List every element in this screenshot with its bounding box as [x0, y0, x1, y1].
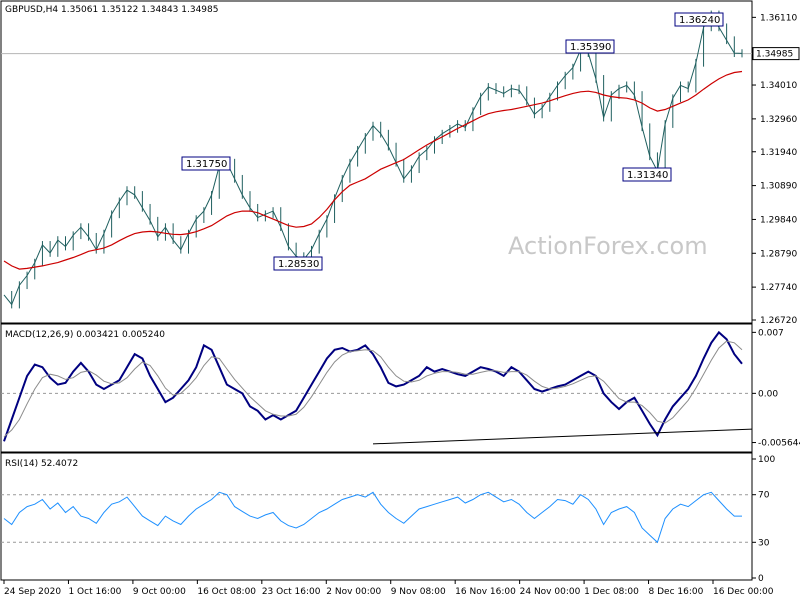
- rsi-y-axis: 100 70 30 0: [1, 455, 775, 584]
- price-y-tick-label: 1.27740: [760, 283, 797, 293]
- price-callout-box: [674, 12, 724, 27]
- x-axis: 24 Sep 2020 1 Oct 16:00 9 Oct 00:00 16 Oct …: [3, 580, 774, 597]
- x-tick-label: 24 Sep 2020: [4, 587, 61, 597]
- macd-y-tick-label: 0.00: [758, 389, 778, 399]
- price-y-tick-label: 1.26720: [760, 316, 797, 326]
- x-tick-label: 23 Oct 16:00: [262, 587, 321, 597]
- rsi-y-tick-label: 100: [758, 455, 775, 465]
- current-price-line: 1.34985: [1, 47, 800, 61]
- macd-y-tick-label: 0.007: [758, 328, 784, 338]
- macd-y-axis: 0.007 0.00 -0.005644: [1, 328, 800, 449]
- macd-signal-line: [3, 340, 743, 438]
- price-callout-label: 1.31750: [186, 159, 227, 170]
- rsi-line: [3, 491, 742, 544]
- price-line: [3, 13, 743, 306]
- macd-trendline: [372, 428, 753, 445]
- price-panel-frame: [0, 0, 753, 324]
- x-tick-label: 9 Oct 00:00: [133, 587, 186, 597]
- price-callouts: 1.31750 1.28530 1.35390 1.36240 1.31340: [181, 12, 724, 271]
- price-y-tick-label: 1.30890: [760, 182, 797, 192]
- price-y-tick-label: 1.29840: [760, 215, 797, 225]
- x-tick-label: 16 Oct 08:00: [197, 587, 256, 597]
- price-y-tick-label: 1.36110: [760, 13, 797, 23]
- price-series-group: [3, 10, 743, 309]
- current-price-tag: [752, 47, 800, 61]
- price-callout-label: 1.36240: [679, 15, 720, 26]
- x-tick-label: 1 Oct 16:00: [68, 587, 121, 597]
- macd-panel-frame: [0, 323, 753, 453]
- price-y-axis: 1.361101.350601.340101.329601.319401.308…: [752, 13, 797, 326]
- macd-series-group: [3, 330, 753, 445]
- price-callout-box: [273, 256, 323, 271]
- current-price-tag-label: 1.34985: [756, 50, 793, 60]
- macd-panel-label: MACD(12,26,9) 0.003421 0.005240: [5, 330, 165, 340]
- price-y-tick-label: 1.32960: [760, 115, 797, 125]
- rsi-y-tick-label: 70: [758, 491, 770, 501]
- x-tick-label: 24 Nov 00:00: [520, 587, 581, 597]
- x-tick-label: 8 Dec 16:00: [649, 587, 704, 597]
- macd-line: [3, 330, 743, 442]
- price-callout-label: 1.28530: [278, 259, 319, 270]
- price-callout-label: 1.35390: [570, 42, 611, 53]
- x-tick-label: 2 Nov 00:00: [326, 587, 381, 597]
- rsi-panel-frame: [0, 452, 753, 581]
- rsi-series-group: [3, 491, 742, 544]
- price-panel-header: GBPUSD,H4 1.35061 1.35122 1.34843 1.3498…: [5, 5, 218, 15]
- price-callout-box: [181, 156, 231, 171]
- watermark: ActionForex.com: [508, 232, 708, 260]
- price-callout-box: [622, 167, 672, 182]
- rsi-panel-label: RSI(14) 52.4072: [5, 459, 78, 469]
- rsi-y-tick-label: 30: [758, 538, 770, 548]
- moving-average-line: [3, 70, 743, 270]
- rsi-y-tick-label: 0: [758, 574, 764, 584]
- macd-y-tick-label: -0.005644: [758, 439, 800, 449]
- price-y-tick-label: 1.34010: [760, 81, 797, 91]
- price-callout-label: 1.31340: [627, 170, 668, 181]
- x-tick-label: 16 Nov 16:00: [455, 587, 516, 597]
- x-tick-label: 1 Dec 08:00: [584, 587, 639, 597]
- x-tick-label: 9 Nov 08:00: [391, 587, 446, 597]
- price-callout-box: [565, 39, 615, 54]
- x-tick-label: 16 Dec 00:00: [713, 587, 774, 597]
- price-y-tick-label: 1.28790: [760, 249, 797, 259]
- price-y-tick-label: 1.31940: [760, 148, 797, 158]
